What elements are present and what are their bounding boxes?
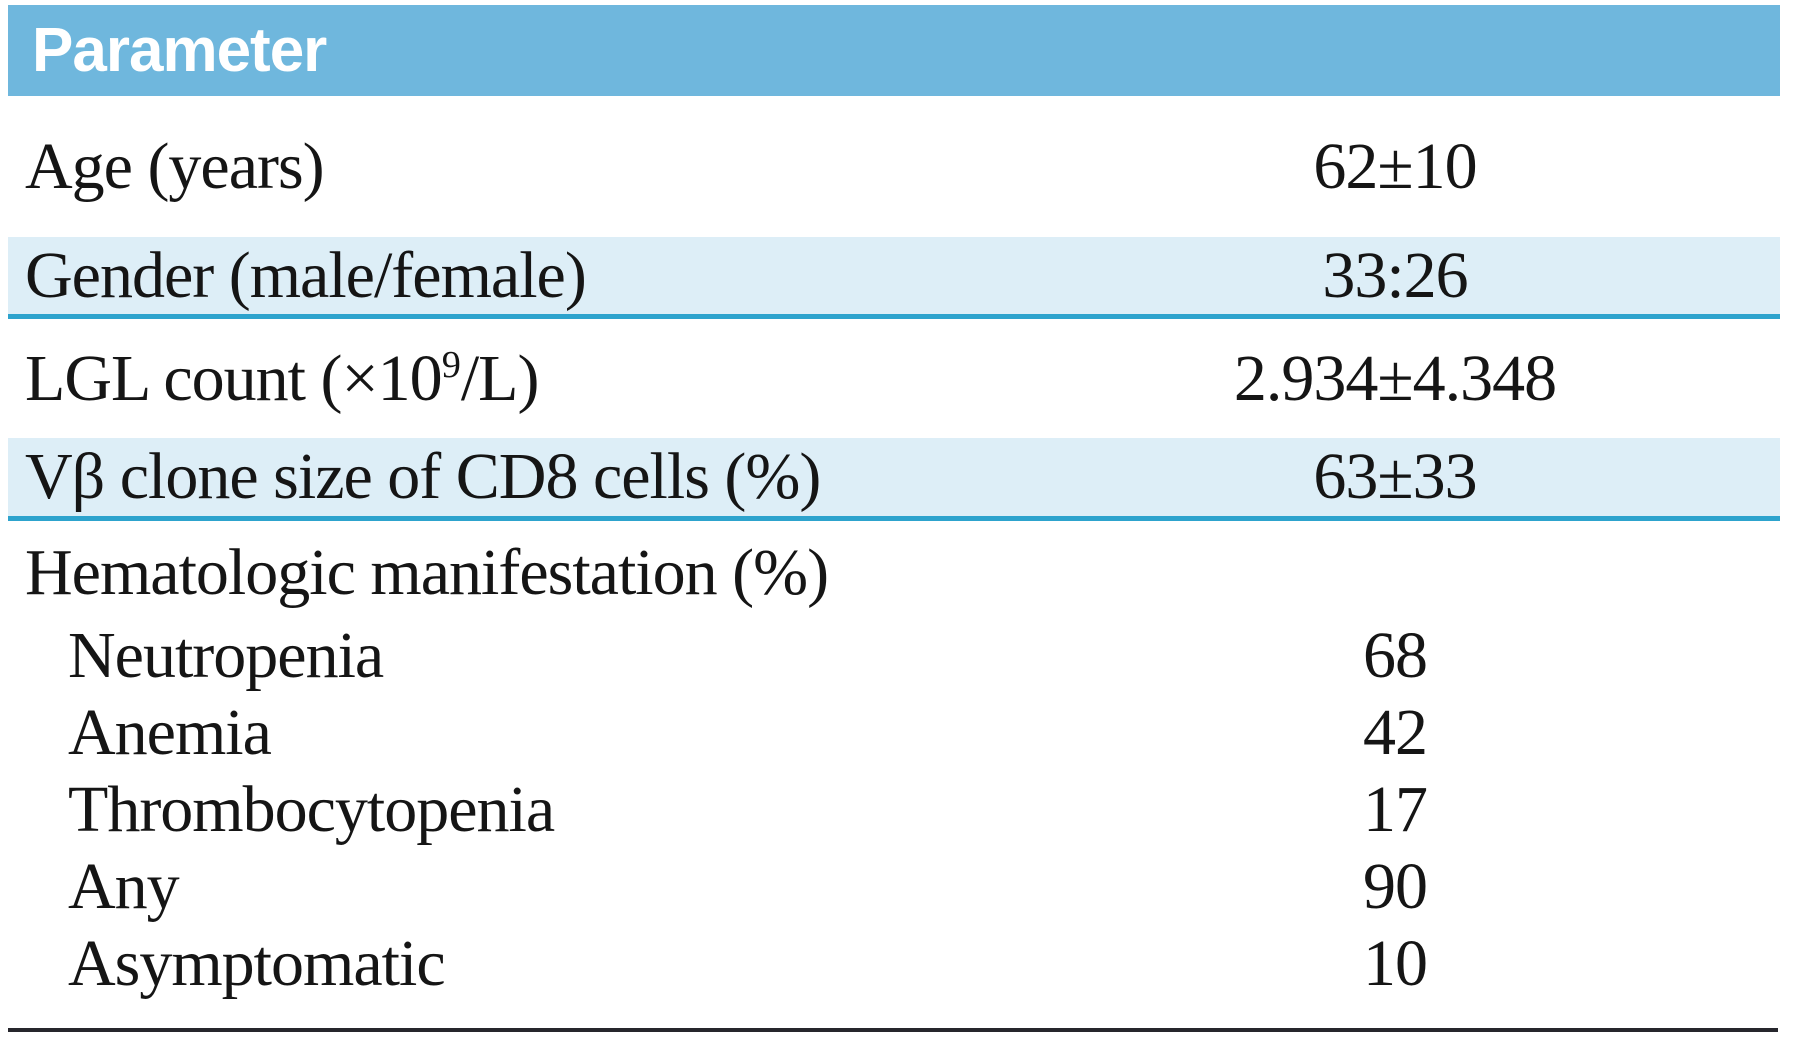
- row-label: Asymptomatic: [68, 926, 446, 1000]
- row-value: 10: [1363, 926, 1428, 1000]
- table-row-hematologic-manifestation: Hematologic manifestation (%): [8, 521, 1780, 617]
- row-label: Hematologic manifestation (%): [25, 536, 829, 609]
- table-row-lgl-count: LGL count (×109/L) 2.934±4.348: [8, 319, 1780, 438]
- table-row-anemia: Anemia 42: [8, 694, 1780, 771]
- table-row-age: Age (years) 62±10: [8, 96, 1780, 237]
- table-row-neutropenia: Neutropenia 68: [8, 617, 1780, 694]
- table-row-asymptomatic: Asymptomatic 10: [8, 925, 1780, 1002]
- table-header-row: Parameter: [8, 5, 1780, 96]
- row-label: Neutropenia: [68, 618, 384, 692]
- table-row-gender: Gender (male/female) 33:26: [8, 237, 1780, 319]
- row-label: Gender (male/female): [25, 238, 587, 312]
- row-label: LGL count (×109/L): [8, 343, 1010, 412]
- row-label-text: /L): [460, 341, 540, 415]
- row-value: 33:26: [1322, 238, 1468, 312]
- table-header-parameter: Parameter: [32, 16, 327, 85]
- patient-characteristics-table: Parameter Age (years) 62±10 Gender (male…: [8, 5, 1780, 1032]
- bottom-spacer: [8, 1002, 1780, 1028]
- row-value: 68: [1363, 618, 1428, 692]
- row-value: 62±10: [1313, 129, 1477, 203]
- row-value: 17: [1363, 772, 1428, 846]
- row-value: 42: [1363, 695, 1428, 769]
- row-label: Vβ clone size of CD8 cells (%): [25, 440, 821, 513]
- row-label: Thrombocytopenia: [68, 772, 555, 846]
- row-label: Any: [68, 849, 180, 923]
- table-row-thrombocytopenia: Thrombocytopenia 17: [8, 771, 1780, 848]
- table-row-any: Any 90: [8, 848, 1780, 925]
- row-label: Age (years): [25, 129, 325, 203]
- row-value: 90: [1363, 849, 1428, 923]
- exponent-superscript: 9: [441, 343, 461, 386]
- table-bottom-rule: [8, 1028, 1778, 1032]
- row-label: Anemia: [68, 695, 272, 769]
- row-label-text: LGL count (×10: [25, 341, 443, 415]
- table-row-vb-clone-size: Vβ clone size of CD8 cells (%) 63±33: [8, 438, 1780, 521]
- row-value: 2.934±4.348: [1233, 341, 1557, 415]
- row-value: 63±33: [1313, 440, 1477, 513]
